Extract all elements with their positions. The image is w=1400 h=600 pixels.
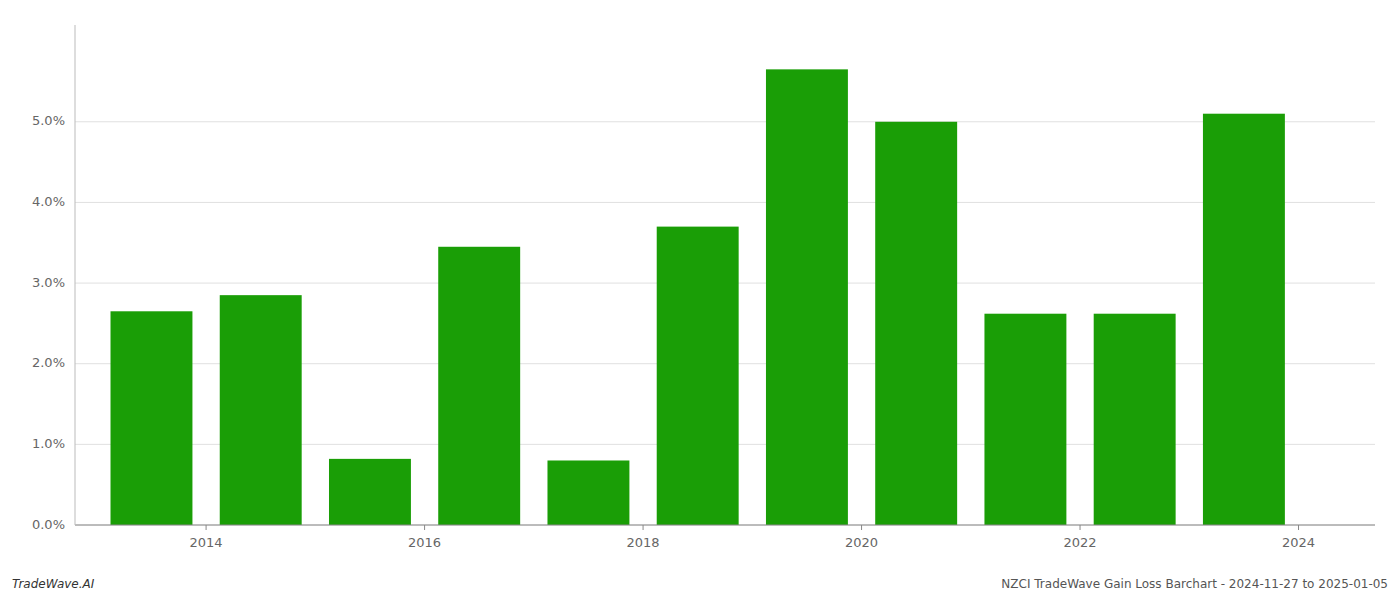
x-tick (861, 525, 862, 530)
y-tick-label: 4.0% (32, 194, 65, 209)
y-tick-label: 0.0% (32, 517, 65, 532)
bar (766, 69, 848, 525)
bar (984, 314, 1066, 525)
axes (75, 25, 1375, 525)
grid-line (75, 121, 1375, 122)
y-tick-label: 5.0% (32, 113, 65, 128)
bar (547, 460, 629, 525)
bar (438, 247, 520, 525)
chart-container: 0.0% 1.0% 2.0% 3.0% 4.0% 5.0% 2014 2016 2018 2020… (0, 0, 1400, 600)
x-tick (424, 525, 425, 530)
chart: 0.0% 1.0% 2.0% 3.0% 4.0% 5.0% 2014 2016 2018 2020… (0, 0, 1400, 600)
bar (329, 459, 411, 525)
x-axis-line (75, 525, 1375, 526)
bars (111, 69, 1285, 525)
y-tick-label: 2.0% (32, 355, 65, 370)
y-tick-label: 3.0% (32, 275, 65, 290)
x-tick (206, 525, 207, 530)
grid (75, 122, 1375, 525)
y-axis-line (75, 25, 76, 525)
bar (875, 122, 957, 525)
bar (220, 295, 302, 525)
x-tick (1298, 525, 1299, 530)
x-tick-label: 2016 (408, 535, 441, 550)
y-tick-label: 1.0% (32, 436, 65, 451)
bar (1203, 114, 1285, 525)
x-tick-label: 2024 (1282, 535, 1315, 550)
y-tick-labels: 0.0% 1.0% 2.0% 3.0% 4.0% 5.0% (32, 113, 65, 531)
bar (111, 311, 193, 525)
bar (657, 227, 739, 525)
x-tick-label: 2014 (190, 535, 223, 550)
x-tick (1080, 525, 1081, 530)
footer-right: NZCI TradeWave Gain Loss Barchart - 2024… (1001, 577, 1388, 591)
footer-left: TradeWave.AI (12, 577, 95, 591)
grid-line (75, 202, 1375, 203)
x-tick (643, 525, 644, 530)
x-tick-label: 2022 (1063, 535, 1096, 550)
x-tick-labels: 2014 2016 2018 2020 2022 2024 (190, 525, 1316, 550)
bar (1094, 314, 1176, 525)
grid-line (75, 525, 1375, 526)
x-tick-label: 2020 (845, 535, 878, 550)
x-tick-label: 2018 (627, 535, 660, 550)
